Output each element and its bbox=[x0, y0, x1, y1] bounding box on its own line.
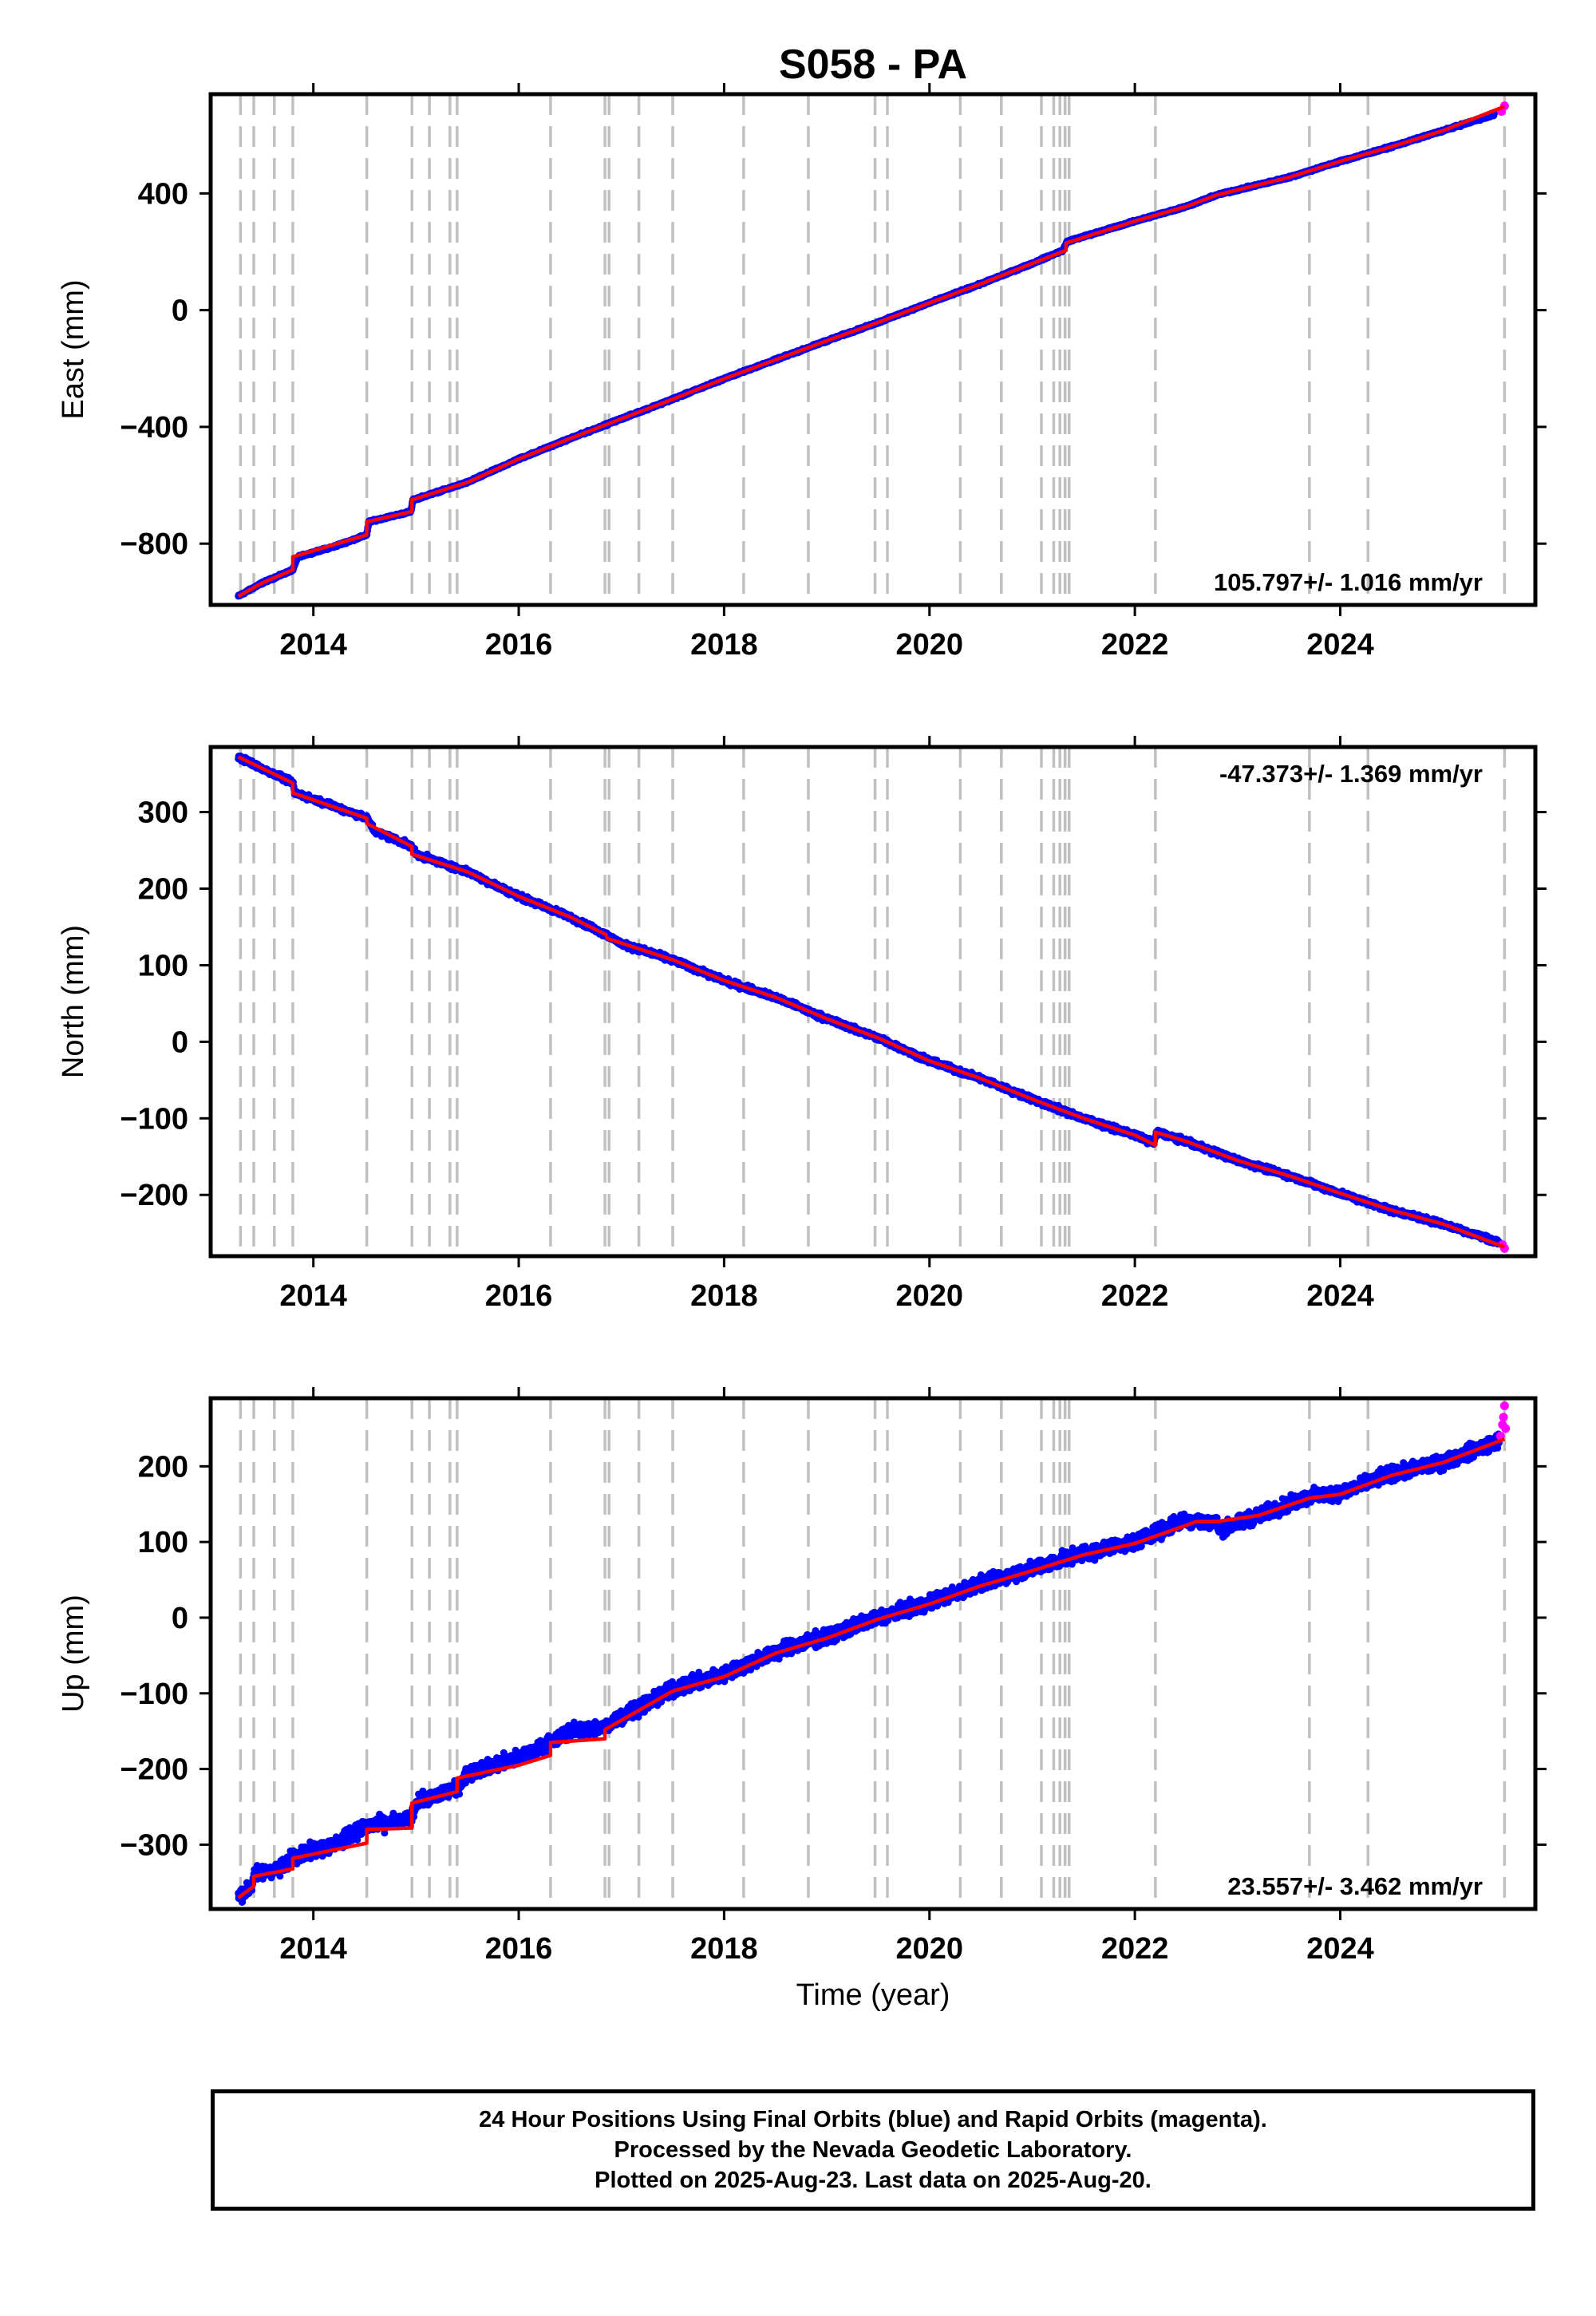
y-tick-label: −400 bbox=[120, 411, 188, 445]
y-tick-label: −800 bbox=[120, 528, 188, 561]
x-tick-label: 2022 bbox=[1101, 628, 1169, 662]
series-final-orbits-north bbox=[235, 752, 1503, 1248]
plot-area-east bbox=[235, 94, 1509, 605]
y-axis-label-east: East (mm) bbox=[57, 279, 90, 419]
x-tick-label: 2018 bbox=[690, 628, 758, 662]
x-tick-label: 2024 bbox=[1306, 628, 1374, 662]
figure-title: S058 - PA bbox=[779, 41, 967, 88]
plot-area-north bbox=[235, 747, 1509, 1256]
panel-east: 2014 2016 2018 2020 2022 2024 −800 −400 0 400 East… bbox=[57, 83, 1547, 662]
y-tick-label: 0 bbox=[172, 294, 188, 328]
rate-label-east: 105.797+/- 1.016 mm/yr bbox=[1214, 568, 1483, 596]
x-tick-label: 2020 bbox=[896, 628, 964, 662]
panel-north: 2014 2016 2018 2020 2022 2024−200−10001002003… bbox=[57, 736, 1547, 1313]
y-tick-label: 400 bbox=[138, 177, 188, 211]
model-fit-line-east bbox=[237, 105, 1506, 598]
plot-frame-east bbox=[208, 92, 1538, 607]
x-tick-label: 2016 bbox=[485, 628, 553, 662]
x-tick-label: 2014 bbox=[279, 628, 347, 662]
